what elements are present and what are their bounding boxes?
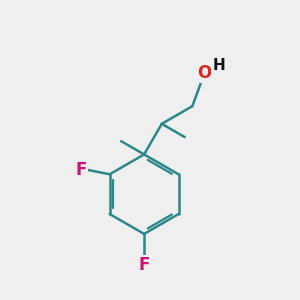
Text: F: F [75,161,87,179]
Text: O: O [197,64,212,82]
Text: F: F [138,256,150,274]
Text: H: H [212,58,225,73]
